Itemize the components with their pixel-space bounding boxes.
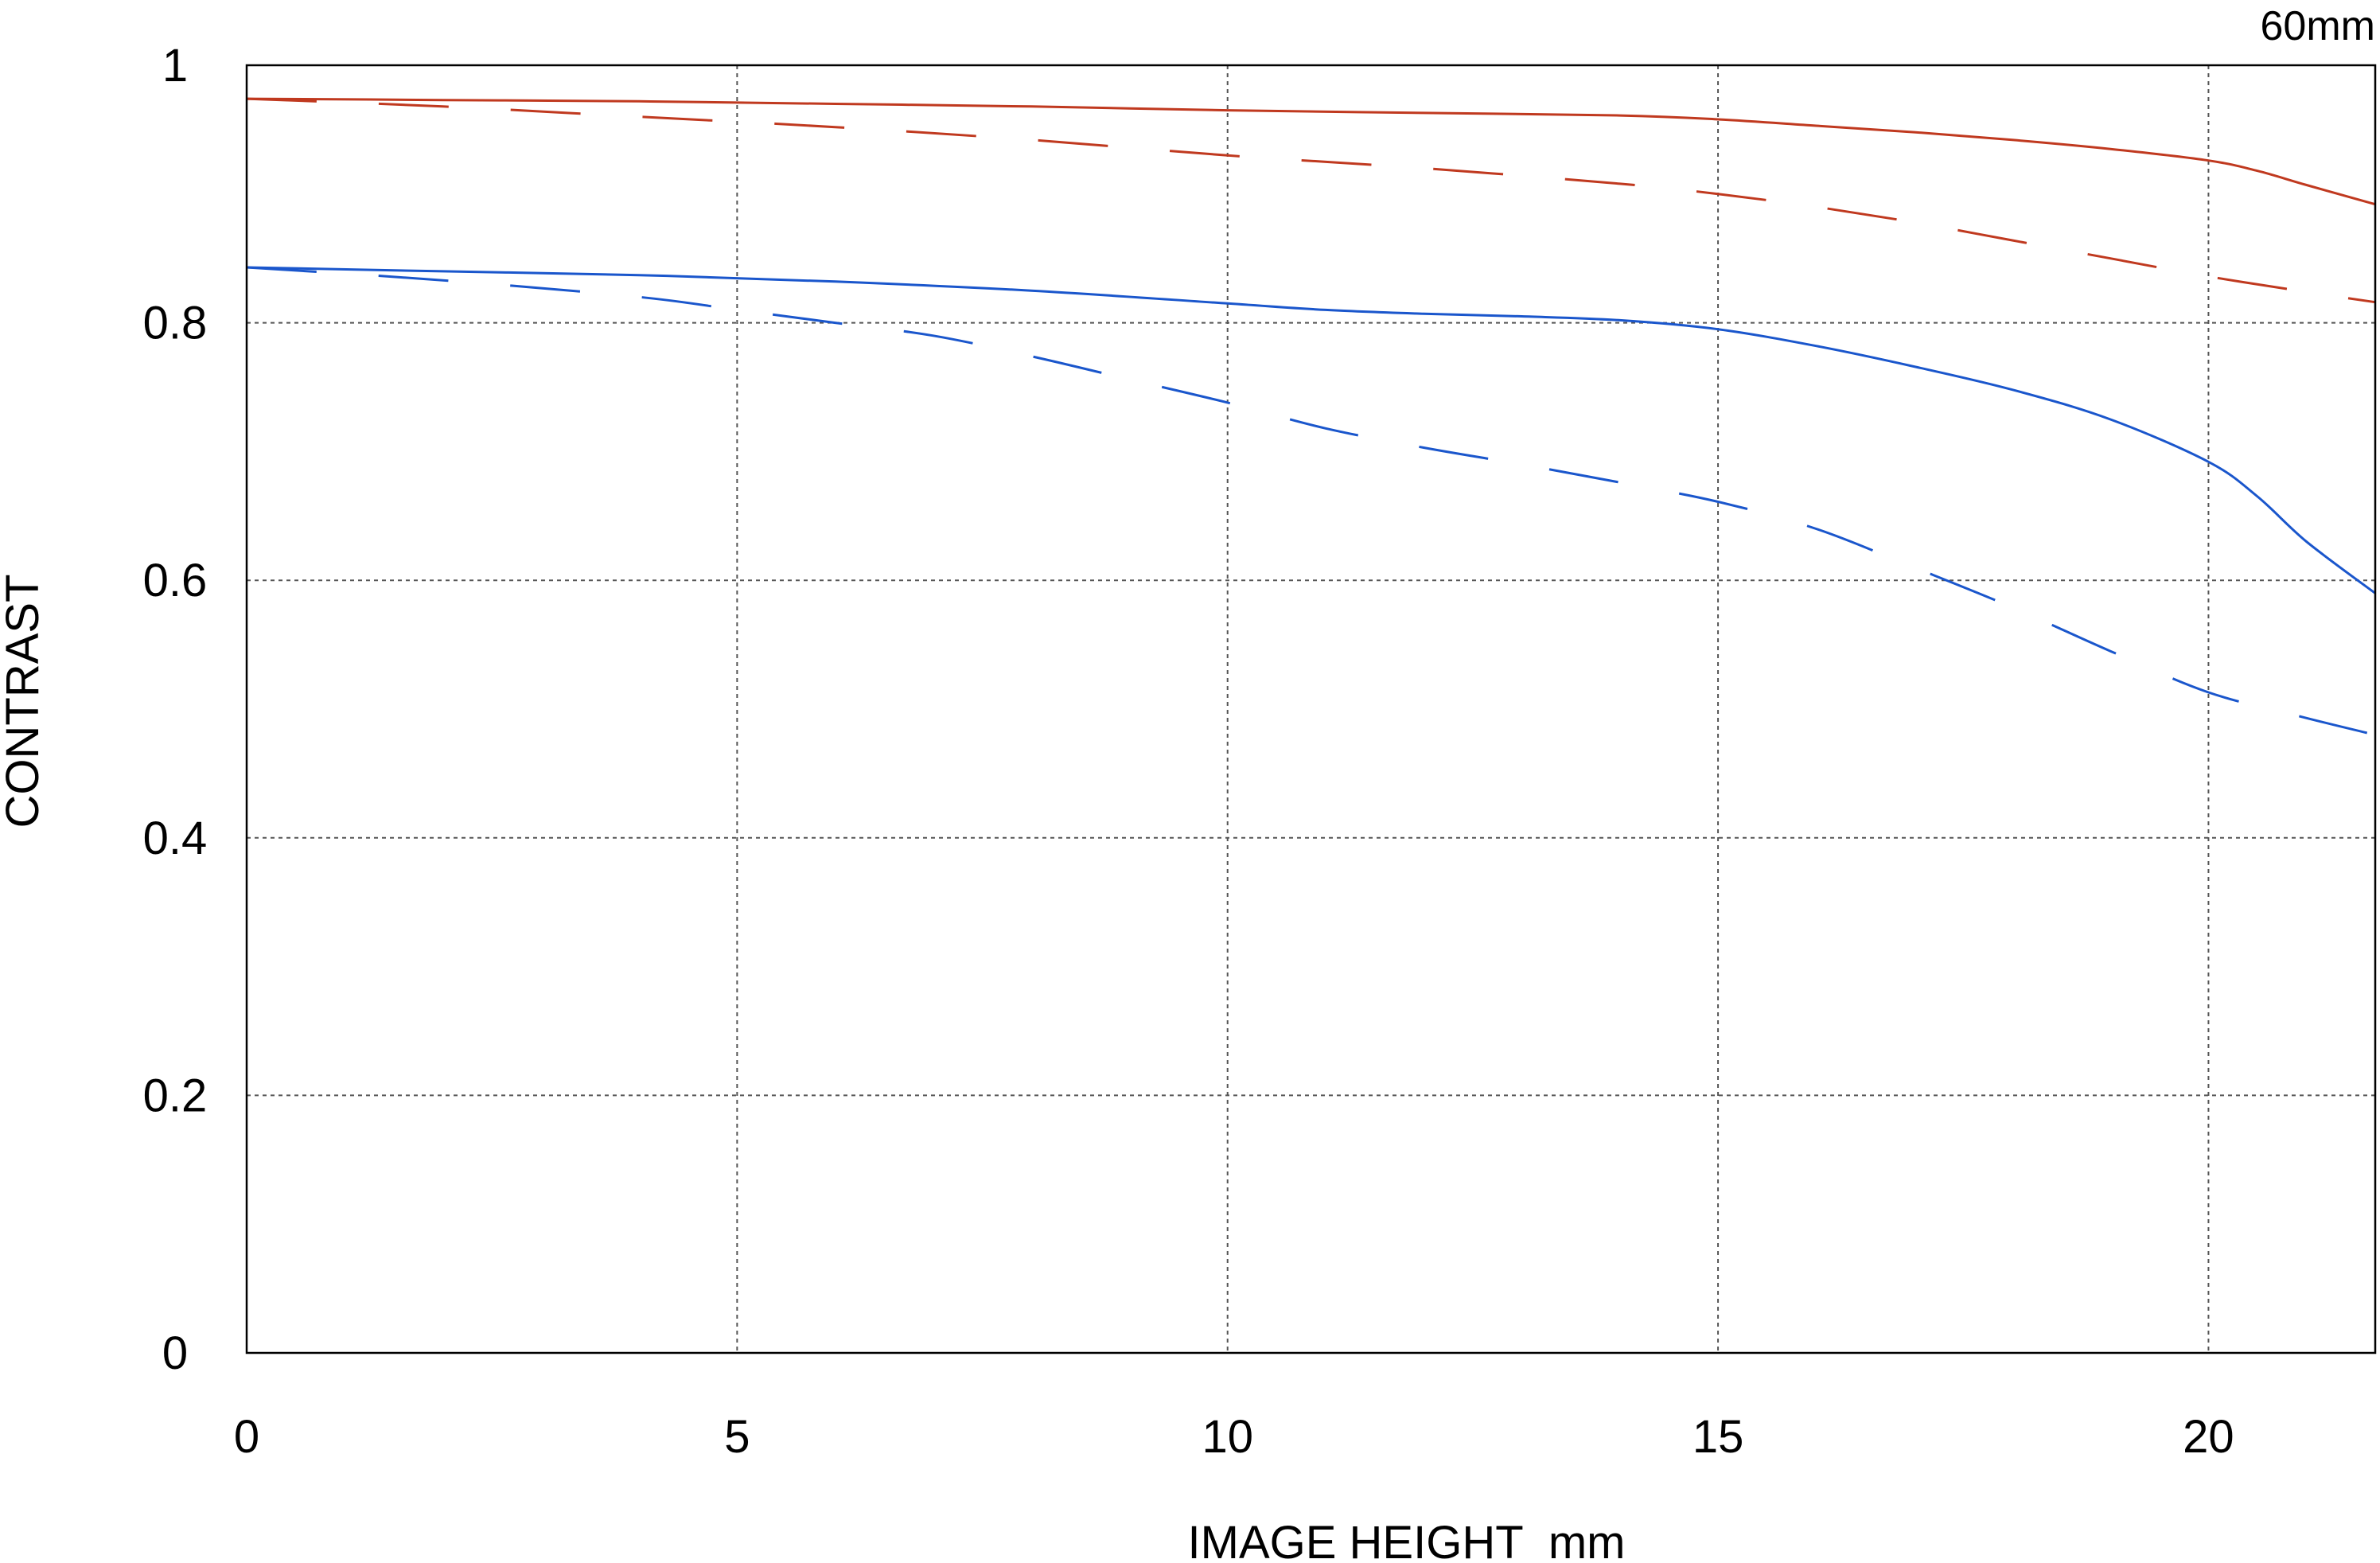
series-line-3-solid <box>246 266 2376 594</box>
y-tick-label: 0.6 <box>143 555 208 606</box>
x-tick-label: 15 <box>1692 1411 1744 1463</box>
tick-label-layer: 0 5 10 15 20 0 0.2 0.4 0.6 0.8 1 <box>143 40 2234 1463</box>
x-tick-label: 5 <box>724 1411 750 1463</box>
series-line-2-dashed <box>246 97 2376 304</box>
y-tick-label: 0.4 <box>143 813 208 864</box>
series-line-1-solid <box>246 97 2376 206</box>
x-tick-label: 10 <box>1202 1411 1253 1463</box>
y-tick-label: 1 <box>162 40 188 92</box>
x-tick-label: 20 <box>2183 1411 2234 1463</box>
plot-frame <box>245 64 2377 1354</box>
series-line-4-dashed <box>246 266 2376 736</box>
y-tick-label: 0.2 <box>143 1070 208 1121</box>
series-layer <box>246 97 2376 736</box>
x-axis-title: IMAGE HEIGHT mm <box>1188 1517 1626 1563</box>
y-tick-label: 0.8 <box>143 298 208 349</box>
x-tick-label: 0 <box>234 1411 259 1463</box>
chart-title: 60mm <box>2261 3 2375 49</box>
y-axis-title: CONTRAST <box>0 575 49 828</box>
y-tick-label: 0 <box>162 1327 188 1379</box>
grid-layer <box>247 65 2375 1353</box>
